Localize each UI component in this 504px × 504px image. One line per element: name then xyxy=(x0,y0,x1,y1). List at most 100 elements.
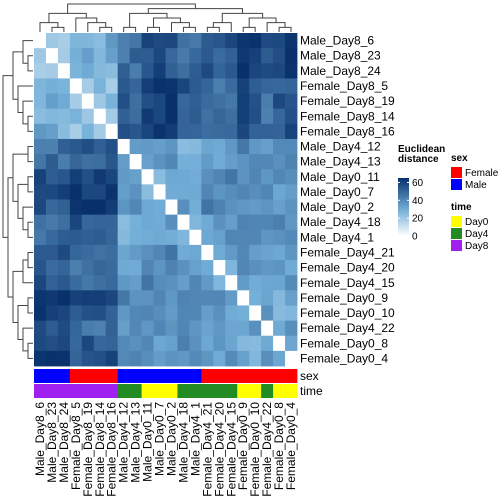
heatmap-cell xyxy=(34,154,47,170)
heatmap-cell xyxy=(189,33,202,49)
row-label: Male_Day4_1 xyxy=(300,230,374,244)
heatmap-cell xyxy=(34,244,47,261)
heatmap-cell xyxy=(177,350,190,367)
heatmap-cell xyxy=(261,335,274,352)
color-scale-tick-label: 60 xyxy=(412,178,424,189)
heatmap-cell xyxy=(225,138,238,155)
heatmap-cell xyxy=(129,350,142,367)
heatmap-cell xyxy=(45,320,59,337)
heatmap-cell xyxy=(189,320,202,337)
heatmap-cell xyxy=(213,154,226,170)
heatmap-cell xyxy=(129,108,142,125)
dendrogram-branch xyxy=(67,3,196,14)
heatmap-cell xyxy=(45,244,59,261)
heatmap-cell xyxy=(213,229,226,246)
heatmap-cell xyxy=(261,138,274,155)
heatmap-cell xyxy=(153,320,166,337)
heatmap-cell xyxy=(189,275,202,291)
heatmap-cell xyxy=(129,229,142,246)
dendrogram-branch xyxy=(27,115,33,132)
heatmap-cell xyxy=(237,123,250,140)
heatmap-cell xyxy=(69,48,83,64)
heatmap-cell xyxy=(105,169,119,185)
heatmap-cell xyxy=(165,63,178,79)
heatmap-cell xyxy=(105,335,119,352)
heatmap-cell xyxy=(225,320,238,337)
annotation-cell xyxy=(117,384,131,398)
heatmap-cell xyxy=(201,123,214,140)
annotation-cell xyxy=(165,384,178,398)
heatmap-cell xyxy=(69,93,83,110)
heatmap-cell xyxy=(105,290,119,306)
heatmap-cell xyxy=(285,335,298,352)
dendrogram-branch xyxy=(123,26,137,32)
dendrogram-branch xyxy=(48,12,87,23)
heatmap-cell xyxy=(249,214,262,231)
heatmap-cell xyxy=(237,244,250,261)
heatmap-cell xyxy=(117,33,131,49)
heatmap-cell xyxy=(81,184,95,200)
heatmap-cell xyxy=(273,184,286,200)
annotation-name: sex xyxy=(300,369,319,383)
heatmap-cell xyxy=(249,138,262,155)
heatmap-cell xyxy=(69,229,83,246)
heatmap-cell xyxy=(165,138,178,155)
heatmap-cell xyxy=(213,275,226,291)
heatmap-cell xyxy=(34,48,47,64)
heatmap-cell xyxy=(117,290,131,306)
heatmap-cell xyxy=(57,199,71,216)
heatmap-cell xyxy=(69,290,83,306)
heatmap-cell xyxy=(285,214,298,231)
heatmap-cell xyxy=(129,199,142,216)
heatmap-cell xyxy=(153,244,166,261)
heatmap-cell xyxy=(81,305,95,321)
heatmap-cell xyxy=(165,320,178,337)
heatmap-cell xyxy=(141,260,154,276)
heatmap-cell xyxy=(237,290,250,306)
row-label: Male_Day8_24 xyxy=(300,64,381,78)
heatmap-cell xyxy=(285,33,298,49)
column-label: Female_Day4_22 xyxy=(260,402,274,497)
annotation-cell xyxy=(249,369,262,383)
heatmap-cell xyxy=(225,214,238,231)
heatmap-cell xyxy=(34,320,47,337)
heatmap-cell xyxy=(57,33,71,49)
heatmap-cell xyxy=(285,305,298,321)
annotation-legend-title: sex xyxy=(451,153,468,164)
heatmap-cell xyxy=(285,169,298,185)
column-annotations xyxy=(34,369,298,398)
heatmap-cell xyxy=(273,214,286,231)
annotation-cell xyxy=(45,369,59,383)
heatmap-cell xyxy=(81,199,95,216)
annotation-cell xyxy=(34,384,47,398)
heatmap-cell xyxy=(261,93,274,110)
heatmap-cell xyxy=(105,138,119,155)
heatmap-cell xyxy=(141,78,154,94)
heatmap-cell xyxy=(237,320,250,337)
heatmap-cell xyxy=(57,48,71,64)
heatmap-cell xyxy=(237,93,250,110)
heatmap-cell xyxy=(129,169,142,185)
heatmap-cell xyxy=(201,275,214,291)
row-label: Male_Day8_23 xyxy=(300,49,381,63)
heatmap-cell xyxy=(177,184,190,200)
heatmap-cell xyxy=(213,48,226,64)
dendrogram-branch xyxy=(12,270,23,323)
heatmap-cell xyxy=(105,275,119,291)
heatmap-cell xyxy=(69,169,83,185)
heatmap-cell xyxy=(129,244,142,261)
annotation-cell xyxy=(153,384,166,398)
heatmap-cell xyxy=(153,305,166,321)
dendrogram-branch xyxy=(99,26,113,32)
annotation-cell xyxy=(273,369,286,383)
dendrogram-branch xyxy=(17,183,28,219)
heatmap-cell xyxy=(81,260,95,276)
heatmap-cell xyxy=(141,320,154,337)
annotation-cell xyxy=(93,384,107,398)
dendrogram-branch xyxy=(206,26,220,32)
heatmap-cell xyxy=(117,350,131,367)
heatmap-cell xyxy=(213,78,226,94)
heatmap-cell xyxy=(213,350,226,367)
dendrogram-branch xyxy=(27,146,33,163)
